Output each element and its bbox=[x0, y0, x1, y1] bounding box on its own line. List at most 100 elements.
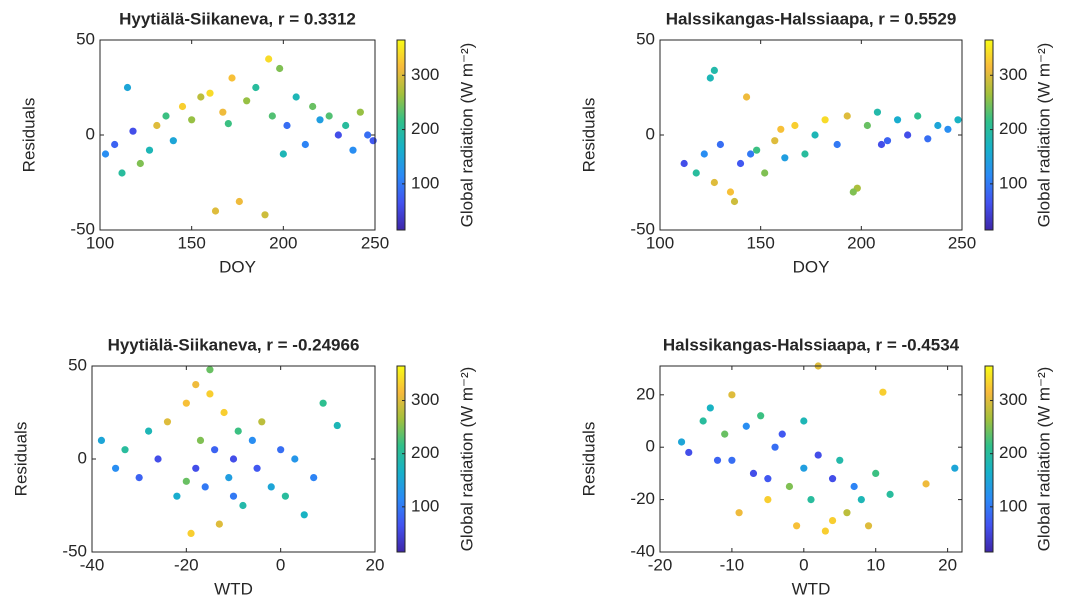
point bbox=[821, 116, 829, 124]
point bbox=[101, 150, 110, 158]
colorbar-tick-label: 200 bbox=[411, 119, 439, 138]
x-axis-label: WTD bbox=[214, 579, 253, 598]
point bbox=[239, 501, 247, 510]
colorbar-label: Global radiation (W m⁻²) bbox=[1034, 43, 1053, 228]
point bbox=[828, 475, 837, 483]
point bbox=[154, 455, 162, 463]
y-tick-label: 0 bbox=[86, 124, 95, 143]
y-tick-label: 0 bbox=[646, 437, 655, 456]
point bbox=[753, 146, 761, 154]
point bbox=[924, 135, 932, 143]
x-tick-label: 250 bbox=[948, 233, 976, 252]
x-tick-label: 10 bbox=[866, 555, 885, 574]
point bbox=[301, 140, 309, 149]
point bbox=[954, 116, 962, 124]
x-tick-label: 150 bbox=[746, 233, 774, 252]
point bbox=[277, 446, 285, 454]
colorbar bbox=[984, 39, 994, 231]
point bbox=[349, 146, 357, 154]
point bbox=[111, 464, 120, 472]
y-axis-label: Residuals bbox=[19, 98, 38, 173]
point bbox=[791, 121, 799, 130]
point bbox=[121, 446, 129, 454]
colorbar bbox=[984, 365, 994, 553]
point bbox=[742, 422, 750, 430]
point bbox=[229, 492, 238, 500]
point bbox=[196, 436, 205, 444]
point bbox=[781, 154, 789, 162]
point bbox=[224, 120, 232, 128]
colorbar-tick-label: 300 bbox=[999, 65, 1027, 84]
point bbox=[356, 108, 364, 116]
point bbox=[225, 474, 233, 482]
x-tick-label: 100 bbox=[646, 233, 674, 252]
y-tick-label: -40 bbox=[630, 541, 655, 560]
point bbox=[951, 464, 959, 472]
point bbox=[334, 131, 342, 139]
point bbox=[811, 131, 819, 139]
chart-title: Hyytiälä-Siikaneva, r = -0.24966 bbox=[108, 335, 360, 354]
x-tick-label: -20 bbox=[174, 555, 199, 574]
point bbox=[319, 399, 327, 407]
x-axis-label: WTD bbox=[792, 579, 831, 598]
chart-title: Hyytiälä-Siikaneva, r = 0.3312 bbox=[119, 9, 356, 28]
point bbox=[201, 483, 209, 491]
point bbox=[265, 55, 273, 63]
point bbox=[721, 430, 729, 438]
point bbox=[742, 93, 751, 101]
x-tick-label: 100 bbox=[86, 233, 114, 252]
point bbox=[206, 89, 214, 97]
point bbox=[716, 140, 725, 149]
point bbox=[706, 74, 714, 82]
x-tick-label: 250 bbox=[361, 233, 389, 252]
point bbox=[893, 116, 902, 124]
point bbox=[228, 74, 236, 82]
point bbox=[886, 490, 894, 498]
point bbox=[211, 207, 220, 215]
y-tick-label: 0 bbox=[646, 124, 655, 143]
point bbox=[192, 464, 200, 472]
colorbar-tick-label: 300 bbox=[999, 390, 1027, 409]
point bbox=[248, 436, 256, 444]
colorbar-label: Global radiation (W m⁻²) bbox=[1034, 367, 1053, 552]
point bbox=[253, 464, 261, 472]
point bbox=[857, 496, 865, 504]
point bbox=[699, 417, 707, 425]
x-tick-label: -20 bbox=[648, 555, 673, 574]
point bbox=[169, 137, 177, 145]
y-tick-label: -20 bbox=[630, 489, 655, 508]
point bbox=[187, 529, 195, 538]
point bbox=[771, 443, 779, 451]
point bbox=[211, 446, 219, 454]
point bbox=[325, 112, 333, 120]
point bbox=[883, 137, 892, 145]
point bbox=[692, 169, 700, 177]
colorbar-tick-label: 100 bbox=[411, 496, 439, 515]
point bbox=[777, 125, 785, 133]
point bbox=[879, 388, 887, 396]
y-tick-label: -50 bbox=[70, 219, 95, 238]
point bbox=[283, 121, 291, 130]
point bbox=[944, 125, 952, 133]
point bbox=[136, 159, 144, 168]
colorbar-tick-label: 300 bbox=[411, 390, 439, 409]
colorbar-tick-label: 200 bbox=[999, 443, 1027, 462]
point bbox=[219, 108, 227, 116]
colorbar-tick-label: 200 bbox=[999, 119, 1027, 138]
chart-title: Halssikangas-Halssiaapa, r = -0.4534 bbox=[663, 335, 960, 354]
point bbox=[713, 456, 722, 464]
y-tick-label: -50 bbox=[630, 219, 655, 238]
point bbox=[821, 527, 829, 535]
point bbox=[97, 436, 106, 444]
colorbar-tick-label: 300 bbox=[411, 65, 439, 84]
chart-title: Halssikangas-Halssiaapa, r = 0.5529 bbox=[666, 9, 957, 28]
point bbox=[129, 127, 137, 135]
point bbox=[182, 477, 190, 485]
point bbox=[243, 97, 251, 105]
colorbar-tick-label: 100 bbox=[999, 496, 1027, 515]
point bbox=[310, 474, 318, 482]
colorbar bbox=[396, 39, 406, 231]
point bbox=[145, 427, 153, 435]
point bbox=[934, 121, 942, 130]
